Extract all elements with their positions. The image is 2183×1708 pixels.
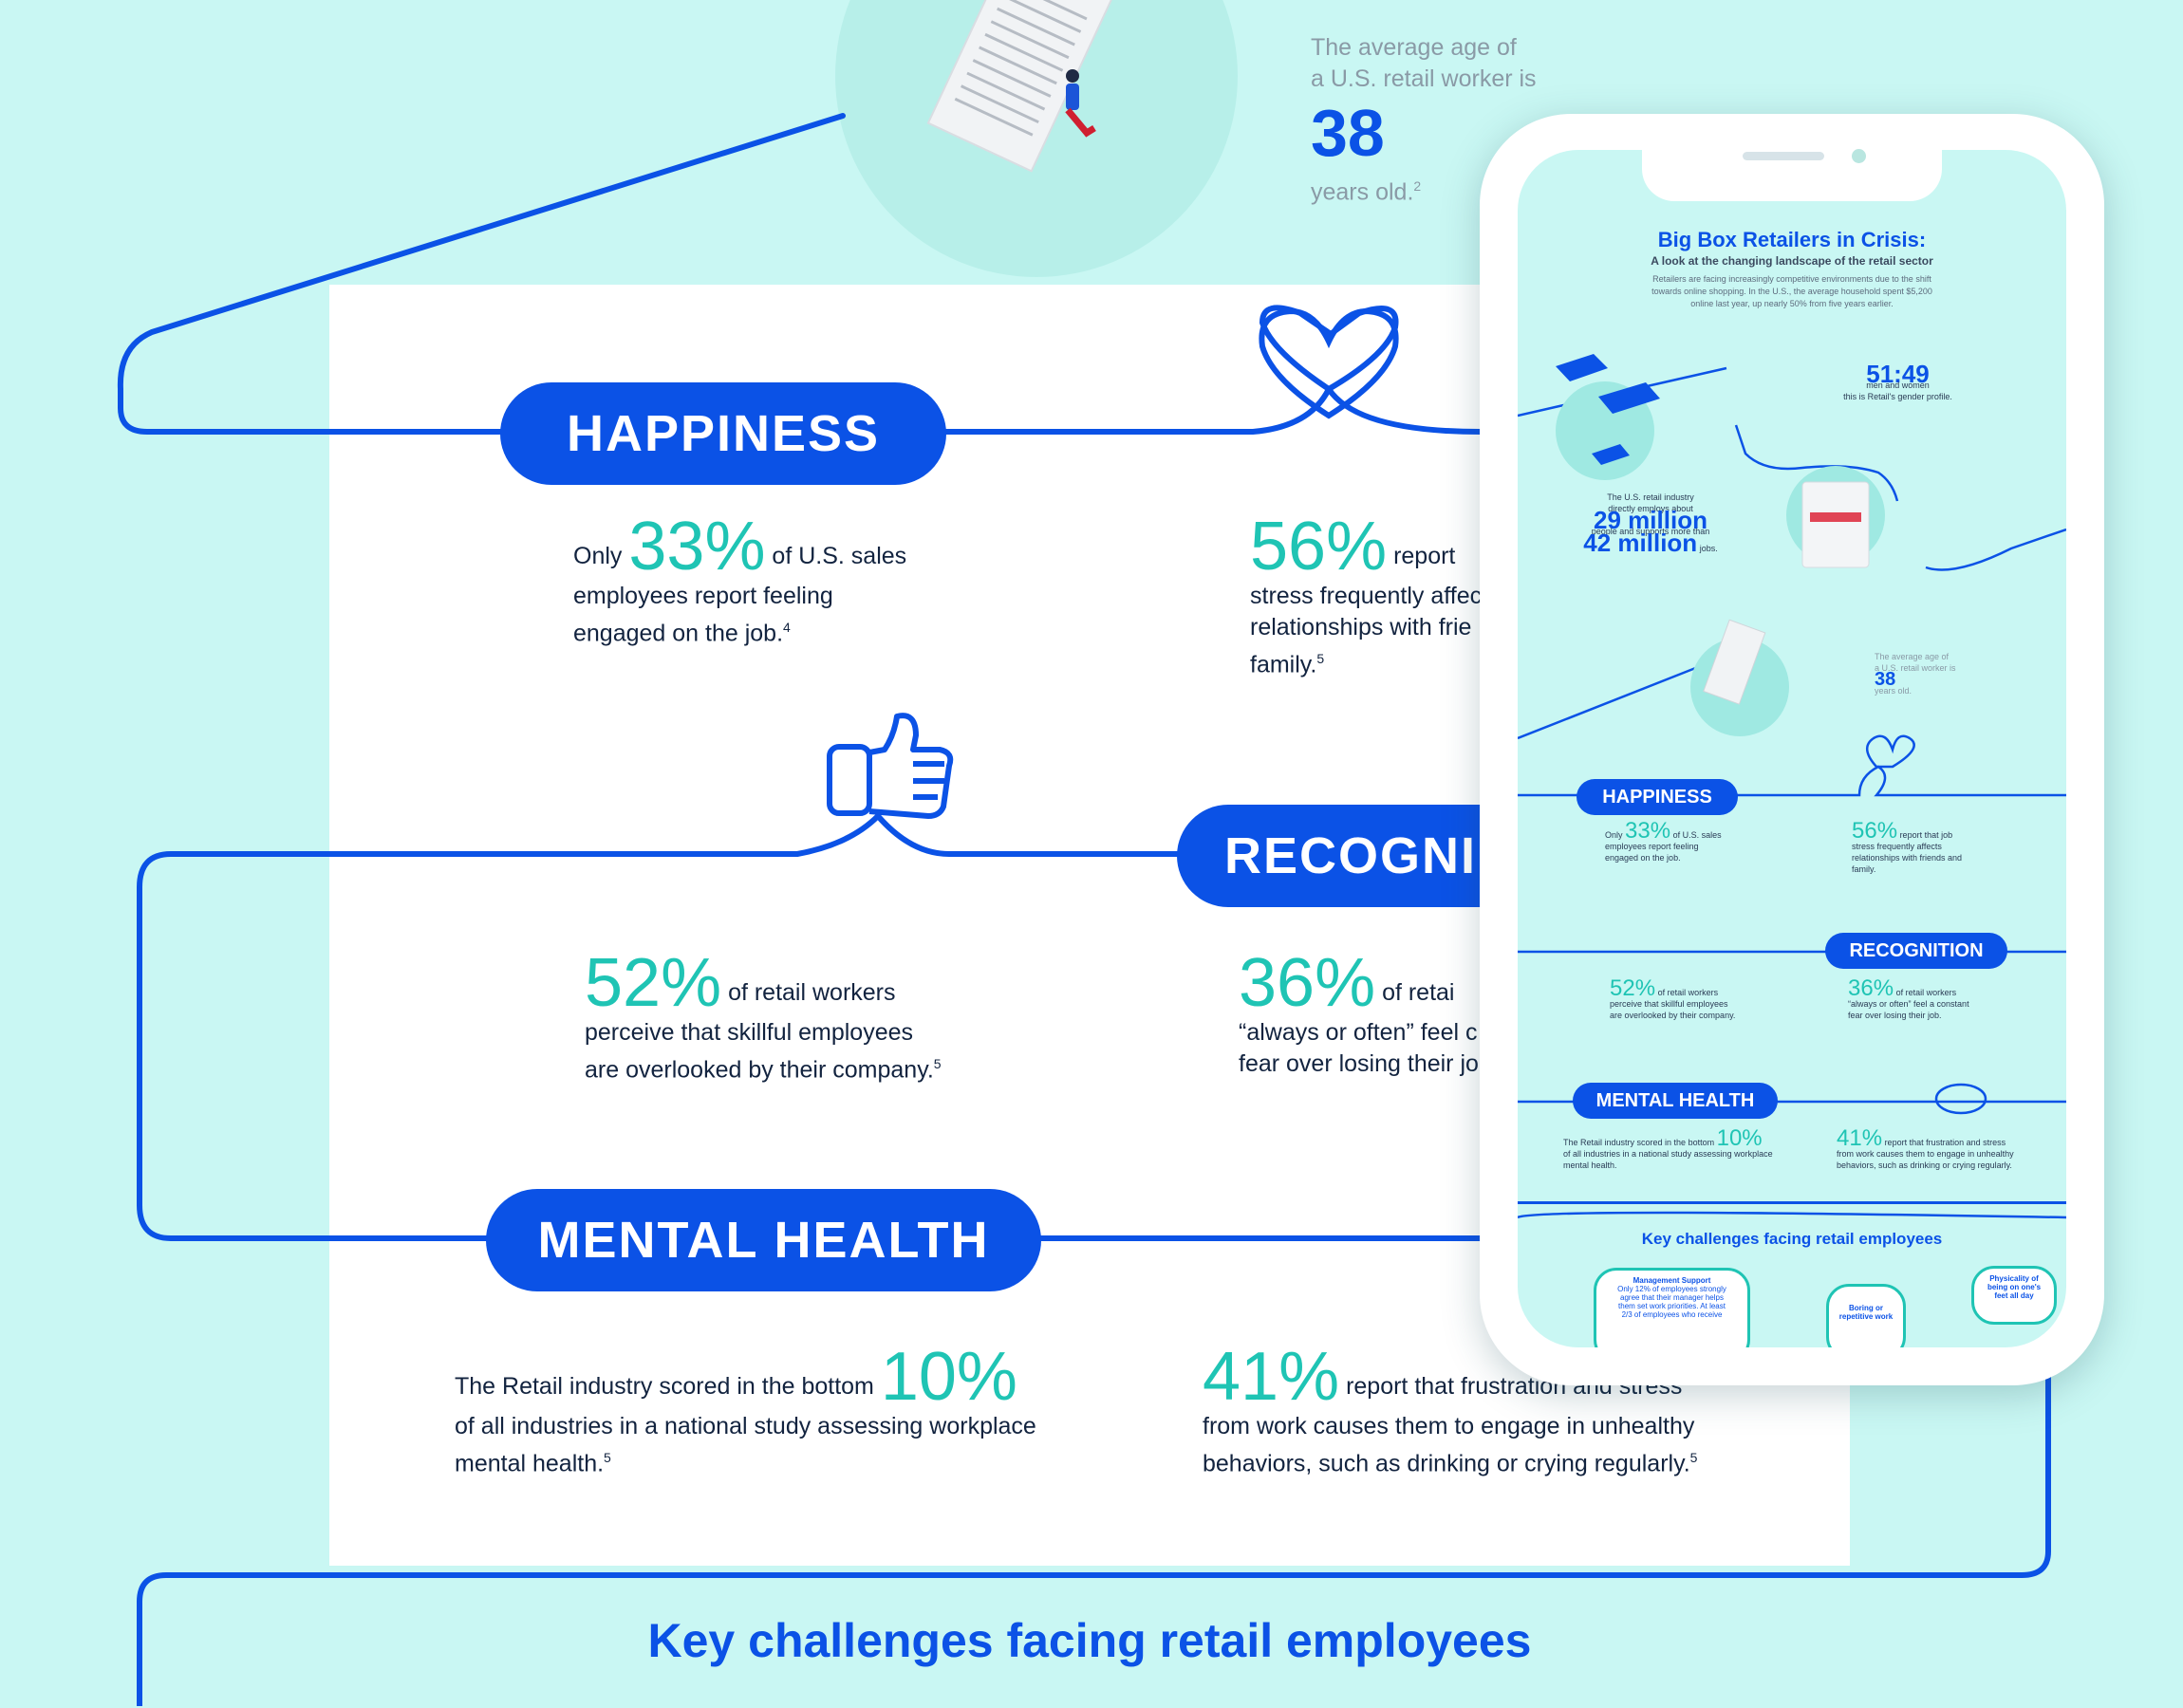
phone-happiness-stat-1: Only 33% of U.S. sales employees report … (1605, 818, 1722, 863)
phone-speaker (1743, 152, 1824, 160)
phone-ratio: 51:49 men and women this is Retail's gen… (1843, 360, 1952, 401)
mental-health-stat-1: The Retail industry scored in the bottom… (455, 1339, 1036, 1477)
happiness-pill: HAPPINESS (500, 382, 946, 485)
phone-mental-stat-2: 41% report that frustration and stress f… (1837, 1125, 2014, 1171)
recognition-stat-2: 36% of retai “always or often” feel c fe… (1239, 945, 1479, 1077)
thumbs-up-icon (827, 713, 954, 819)
phone-happiness-stat-2: 56% report that job stress frequently af… (1852, 818, 1963, 875)
phone-card-boring: Boring or repetitive work (1826, 1284, 1906, 1347)
phone-recognition-stat-1: 52% of retail workers perceive that skil… (1610, 975, 1736, 1021)
heart-icon (1259, 307, 1399, 419)
phone-mockup: Big Box Retailers in Crisis: A look at t… (1480, 114, 2104, 1385)
phone-title: Big Box Retailers in Crisis: (1657, 228, 1927, 251)
phone-graphics (1518, 354, 2066, 1219)
key-challenges-title: Key challenges facing retail employees (647, 1614, 1532, 1667)
recognition-stat-1: 52% of retail workers perceive that skil… (585, 945, 942, 1084)
phone-card-physicality: Physicality of being on one's feet all d… (1971, 1266, 2057, 1325)
age-value: 38 (1311, 96, 1385, 170)
phone-screen[interactable]: Big Box Retailers in Crisis: A look at t… (1518, 150, 2066, 1347)
phone-camera (1852, 149, 1866, 163)
phone-age: The average age of a U.S. retail worker … (1875, 652, 1956, 696)
phone-happiness-pill: HAPPINESS (1577, 779, 1738, 815)
mental-health-stat-2: 41% report that frustration and stress f… (1203, 1339, 1698, 1477)
happiness-stat-2: 56% report stress frequently affec relat… (1250, 509, 1483, 678)
phone-recognition-pill: RECOGNITION (1825, 933, 2007, 969)
phone-card-management: Management Support Only 12% of employees… (1594, 1268, 1750, 1347)
phone-subtitle: A look at the changing landscape of the … (1651, 254, 1933, 268)
receipt-illustration (835, 0, 1238, 277)
phone-recognition-stat-2: 36% of retail workers “always or often” … (1848, 975, 1969, 1021)
mental-health-pill: MENTAL HEALTH (486, 1189, 1041, 1291)
phone-key-title: Key challenges facing retail employees (1641, 1230, 1943, 1248)
phone-employs: The U.S. retail industry directly employ… (1583, 492, 1718, 557)
phone-mental-stat-1: The Retail industry scored in the bottom… (1563, 1125, 1773, 1171)
phone-intro: Retailers are facing increasingly compet… (1651, 274, 1932, 308)
happiness-stat-1: Only 33% of U.S. sales employees report … (573, 509, 907, 647)
age-stat: The average age of a U.S. retail worker … (1311, 34, 1537, 206)
phone-mental-health-pill: MENTAL HEALTH (1573, 1083, 1778, 1119)
